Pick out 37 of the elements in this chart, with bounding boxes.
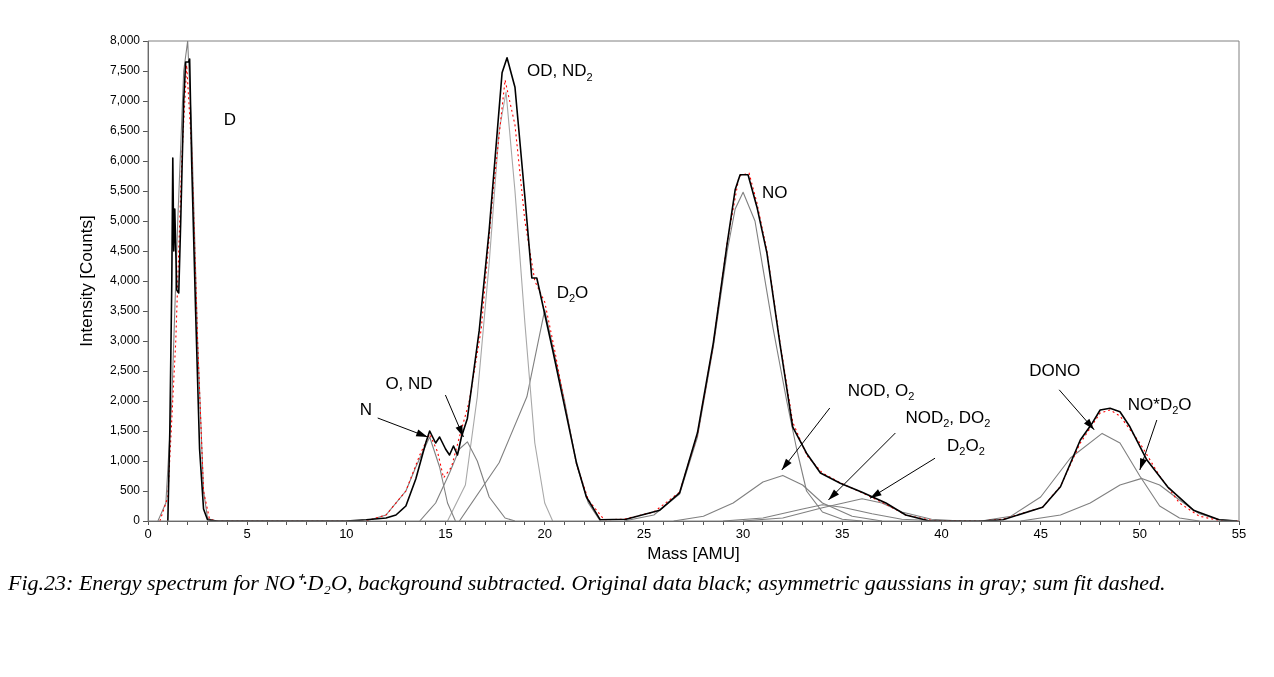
y-tick-label: 0 bbox=[133, 513, 141, 528]
x-tick-label: 15 bbox=[438, 526, 453, 542]
x-tick-label: 5 bbox=[243, 526, 251, 542]
y-tick-label: 7,000 bbox=[109, 93, 141, 108]
x-tick-label: 40 bbox=[934, 526, 949, 542]
y-tick-label: 3,000 bbox=[109, 333, 141, 348]
y-tick-label: 6,000 bbox=[109, 153, 141, 168]
caption: Fig.23: Energy spectrum for NO⁺·D₂O, background subtracted. Original data black; asymmetric gaussians in gray; sum fit dashed. bbox=[8, 569, 1167, 597]
y-tick-label: 1,500 bbox=[109, 423, 141, 438]
y-tick-label: 2,000 bbox=[109, 393, 141, 408]
annotation: NO bbox=[762, 182, 788, 202]
y-tick-label: 1,000 bbox=[109, 453, 141, 468]
annotation: N bbox=[359, 399, 372, 419]
x-tick-label: 0 bbox=[144, 526, 152, 542]
y-tick-label: 4,000 bbox=[109, 273, 141, 288]
annotation: D bbox=[223, 109, 236, 129]
x-tick-label: 10 bbox=[339, 526, 354, 542]
x-tick-label: 35 bbox=[835, 526, 850, 542]
y-tick-label: 6,500 bbox=[109, 123, 141, 138]
annotation: O, ND bbox=[385, 373, 433, 393]
y-tick-label: 7,500 bbox=[109, 63, 141, 78]
y-tick-label: 4,500 bbox=[109, 243, 141, 258]
y-tick-label: 5,000 bbox=[109, 213, 141, 228]
x-axis-title: Mass [AMU] bbox=[647, 544, 740, 564]
y-tick-label: 2,500 bbox=[109, 363, 141, 378]
y-tick-label: 500 bbox=[119, 483, 141, 498]
x-tick-label: 45 bbox=[1033, 526, 1048, 542]
y-axis-title: Intensity [Counts] bbox=[76, 215, 96, 347]
x-tick-label: 20 bbox=[537, 526, 552, 542]
x-tick-label: 55 bbox=[1231, 526, 1247, 542]
x-tick-label: 50 bbox=[1132, 526, 1148, 542]
x-tick-label: 25 bbox=[636, 526, 652, 542]
x-tick-label: 30 bbox=[735, 526, 751, 542]
y-tick-label: 5,500 bbox=[109, 183, 141, 198]
annotation: DONO bbox=[1029, 361, 1081, 381]
y-tick-label: 3,500 bbox=[109, 303, 141, 318]
y-tick-label: 8,000 bbox=[109, 33, 141, 48]
